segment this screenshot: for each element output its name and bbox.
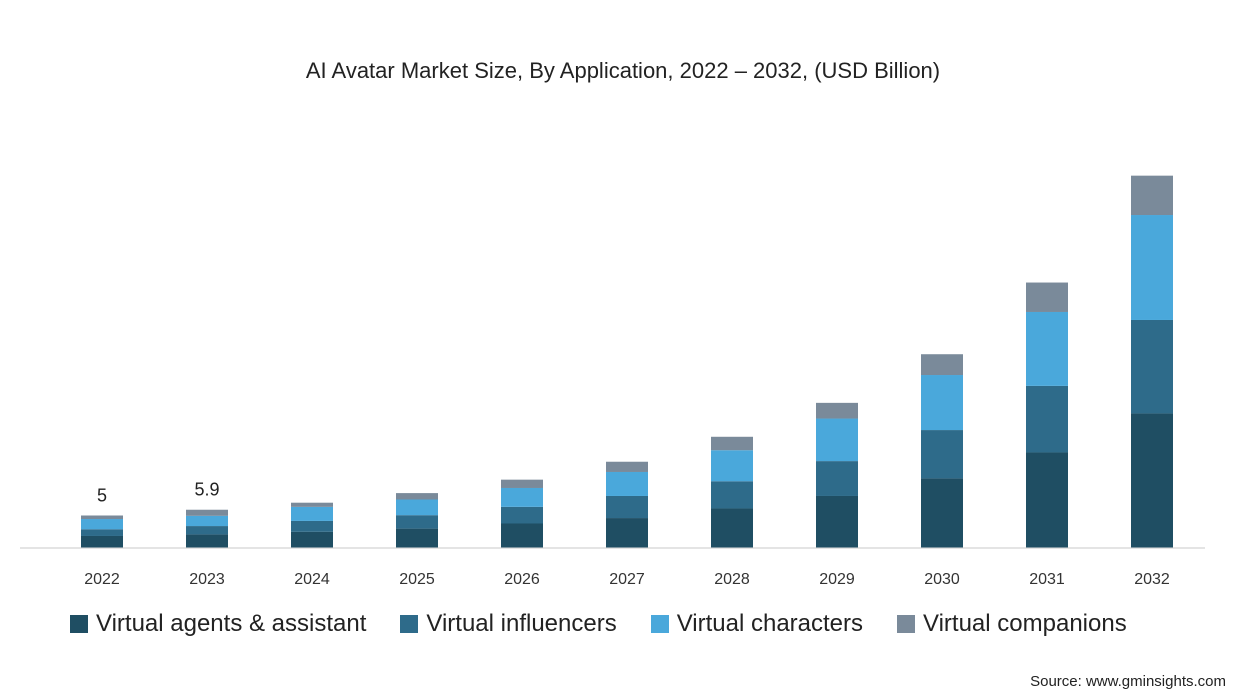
bar-segment-2023-3	[186, 509, 228, 516]
bar-segment-2022-2	[81, 519, 123, 530]
bar-segment-2022-1	[81, 529, 123, 536]
bar-segment-2029-3	[816, 402, 858, 419]
bar-segment-2023-0	[186, 534, 228, 548]
bar-segment-2028-2	[711, 450, 753, 482]
bar-segment-2030-2	[921, 375, 963, 431]
bar-segment-2024-0	[291, 531, 333, 548]
legend: Virtual agents & assistant Virtual influe…	[70, 610, 1127, 638]
bar-segment-2031-1	[1026, 385, 1068, 453]
x-tick-label: 2029	[819, 571, 855, 588]
bar-segment-2025-2	[396, 499, 438, 516]
legend-swatch	[70, 615, 88, 633]
x-tick-label: 2028	[714, 571, 750, 588]
source-note: Source: www.gminsights.com	[1030, 673, 1226, 690]
x-tick-label: 2030	[924, 571, 960, 588]
bar-segment-2026-1	[501, 506, 543, 524]
bar-segment-2027-0	[606, 518, 648, 548]
chart-plot: 2022 5 2023 5.9 2024 2025 2026 2027 2028 2029 2030…	[20, 175, 1205, 588]
bar-segment-2026-0	[501, 523, 543, 548]
bar-segment-2027-3	[606, 461, 648, 472]
legend-item: Virtual agents & assistant	[70, 610, 366, 638]
bar-segment-2032-2	[1131, 215, 1173, 320]
legend-label: Virtual companions	[923, 610, 1127, 637]
x-tick-label: 2031	[1029, 571, 1065, 588]
x-tick-label: 2026	[504, 571, 540, 588]
legend-item: Virtual characters	[650, 610, 864, 638]
chart-title: AI Avatar Market Size, By Application, 2…	[305, 58, 941, 83]
bar-segment-2032-1	[1131, 319, 1173, 414]
bar-segment-2027-1	[606, 495, 648, 519]
data-label: 5	[97, 486, 107, 506]
x-tick-label: 2032	[1134, 571, 1170, 588]
legend-item: Virtual companions	[897, 610, 1127, 638]
bar-segment-2028-1	[711, 481, 753, 509]
legend-swatch	[650, 615, 669, 633]
legend-label: Virtual characters	[676, 610, 864, 637]
x-tick-label: 2025	[399, 571, 435, 588]
legend-item: Virtual influencers	[400, 610, 617, 638]
x-tick-label: 2022	[84, 571, 120, 588]
bar-segment-2025-1	[396, 515, 438, 529]
bar-segment-2026-2	[501, 487, 543, 507]
bar-segment-2026-3	[501, 479, 543, 488]
bar-segment-2025-3	[396, 493, 438, 500]
legend-swatch	[400, 615, 419, 633]
bar-segment-2030-0	[921, 478, 963, 548]
legend-label: Virtual agents & assistant	[96, 610, 367, 637]
bar-segment-2031-3	[1026, 282, 1068, 312]
x-tick-label: 2024	[294, 571, 330, 588]
bar-segment-2029-2	[816, 418, 858, 462]
x-tick-label: 2027	[609, 571, 645, 588]
bar-segment-2030-1	[921, 430, 963, 479]
bar-segment-2028-0	[711, 508, 753, 548]
bar-segment-2024-2	[291, 506, 333, 521]
bar-segment-2030-3	[921, 354, 963, 376]
bar-segment-2025-0	[396, 528, 438, 548]
bar-segment-2029-0	[816, 495, 858, 548]
bar-segment-2029-1	[816, 461, 858, 496]
bar-segment-2023-2	[186, 515, 228, 527]
legend-swatch	[897, 615, 916, 633]
bar-segment-2031-2	[1026, 311, 1068, 386]
bar-segment-2022-3	[81, 515, 123, 520]
x-tick-label: 2023	[189, 571, 225, 588]
bar-segment-2024-3	[291, 502, 333, 507]
bar-segment-2032-3	[1131, 175, 1173, 216]
data-label: 5.9	[194, 480, 219, 500]
bar-segment-2031-0	[1026, 452, 1068, 548]
bar-segment-2023-1	[186, 526, 228, 535]
bar-segment-2032-0	[1131, 413, 1173, 548]
legend-label: Virtual influencers	[426, 610, 617, 637]
bar-segment-2024-1	[291, 520, 333, 532]
bar-segment-2022-0	[81, 535, 123, 548]
bar-segment-2028-3	[711, 436, 753, 451]
bar-segment-2027-2	[606, 471, 648, 496]
